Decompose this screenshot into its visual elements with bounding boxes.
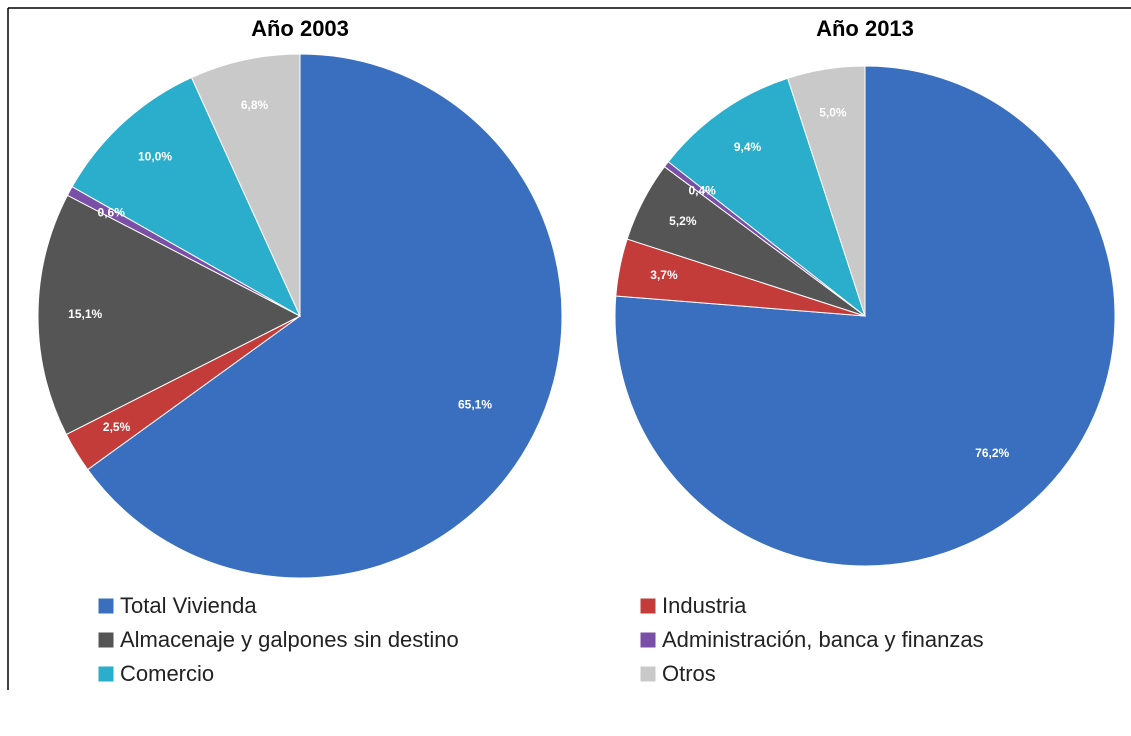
value-label: 9,4%: [734, 140, 762, 154]
legend-label: Almacenaje y galpones sin destino: [120, 627, 459, 652]
pie-slice: [37, 194, 302, 436]
pie-slice: [190, 53, 301, 317]
value-label: 0,4%: [688, 184, 716, 198]
pie-slice: [787, 65, 866, 317]
legend-swatch: [639, 631, 657, 649]
pie-slice: [87, 53, 563, 579]
chart-title: Año 2003: [251, 16, 349, 41]
value-label: 2,5%: [103, 420, 131, 434]
pie-slice: [71, 76, 302, 318]
value-label: 5,0%: [819, 106, 847, 120]
legend-swatch: [97, 665, 115, 683]
value-label: 3,7%: [650, 268, 678, 282]
legend-swatch: [97, 631, 115, 649]
pie-slice: [667, 77, 866, 318]
value-label: 76,2%: [975, 446, 1009, 460]
value-label: 5,2%: [669, 214, 697, 228]
legend-label: Otros: [662, 661, 716, 686]
legend-label: Comercio: [120, 661, 214, 686]
legend-label: Industria: [662, 593, 747, 618]
value-label: 6,8%: [241, 98, 269, 112]
value-label: 0,6%: [98, 206, 126, 220]
legend-swatch: [639, 597, 657, 615]
legend-swatch: [639, 665, 657, 683]
legend-swatch: [97, 597, 115, 615]
legend-label: Administración, banca y finanzas: [662, 627, 984, 652]
chart-title: Año 2013: [816, 16, 914, 41]
value-label: 65,1%: [458, 398, 492, 412]
legend-label: Total Vivienda: [120, 593, 257, 618]
value-label: 15,1%: [68, 307, 102, 321]
value-label: 10,0%: [138, 150, 172, 164]
